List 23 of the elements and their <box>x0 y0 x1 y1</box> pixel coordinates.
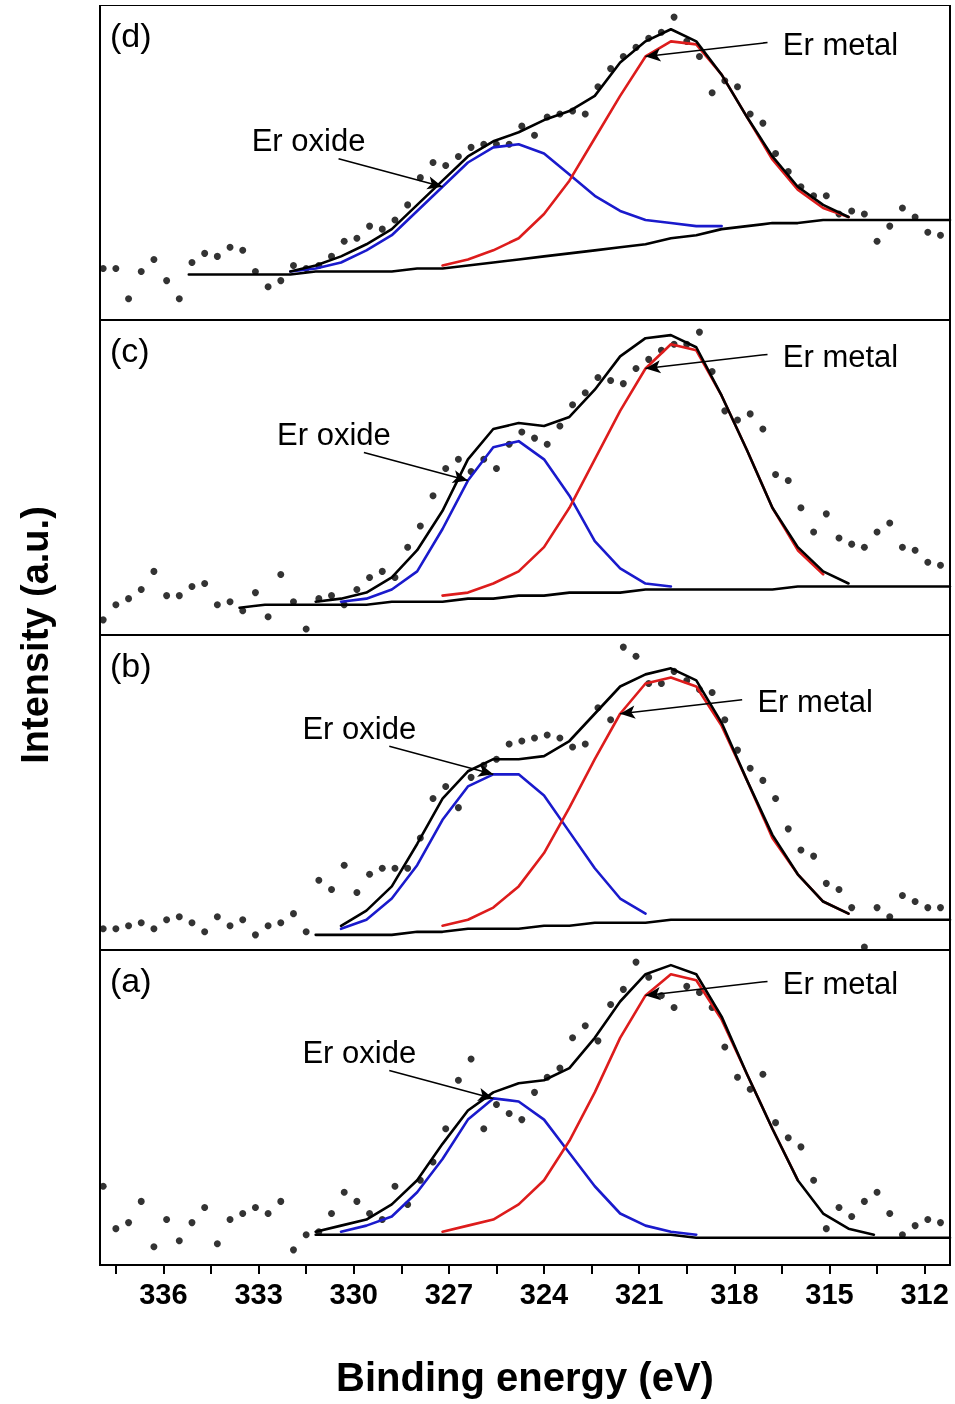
x-tick-label: 333 <box>234 1277 283 1310</box>
x-tick-label: 336 <box>139 1277 188 1310</box>
x-tick-label: 315 <box>805 1277 854 1310</box>
x-tick-label: 321 <box>614 1277 664 1310</box>
y-axis-title: Intensity (a.u.) <box>13 506 57 764</box>
chart-title: (d) <box>110 16 152 54</box>
x-tick-label: 327 <box>424 1277 474 1310</box>
annotation: Er metal <box>782 965 899 1001</box>
annotation: Er oxide <box>251 123 366 159</box>
annotation: Er metal <box>782 26 899 62</box>
chart-title: (b) <box>110 646 152 684</box>
annotation: Er oxide <box>302 1034 417 1070</box>
annotation: Er oxide <box>302 710 417 746</box>
x-tick-label: 324 <box>519 1277 569 1310</box>
x-tick-label: 318 <box>710 1277 759 1310</box>
annotation: Er metal <box>757 684 873 720</box>
x-tick-label: 330 <box>329 1277 378 1310</box>
chart-title: (c) <box>110 331 150 369</box>
x-tick-label: 312 <box>900 1277 949 1310</box>
x-axis-title: Binding energy (eV) <box>336 1355 714 1399</box>
chart-title: (a) <box>110 961 152 999</box>
annotation: Er metal <box>782 338 899 374</box>
annotation: Er oxide <box>277 417 391 453</box>
